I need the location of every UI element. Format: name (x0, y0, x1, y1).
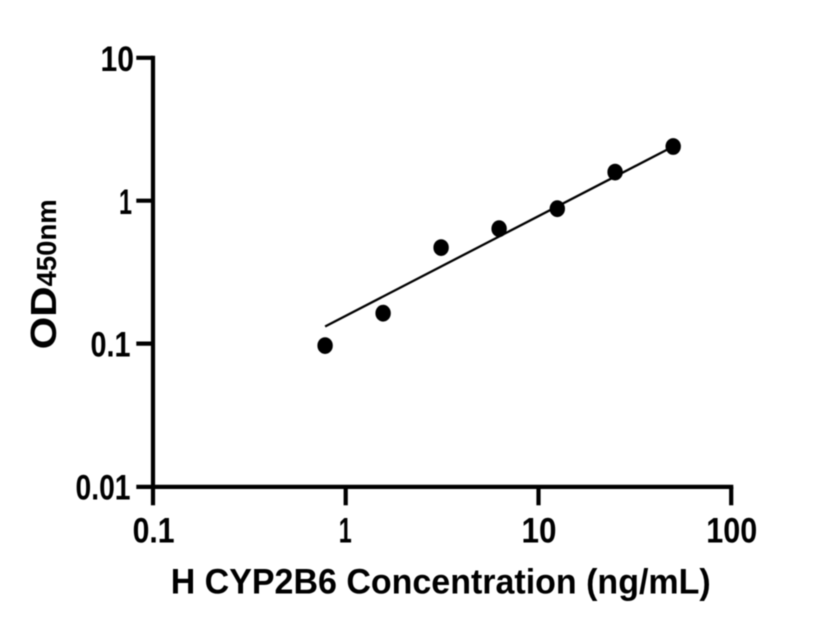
svg-text:450nm: 450nm (31, 199, 62, 286)
svg-text:1: 1 (119, 183, 132, 222)
svg-text:10: 10 (522, 512, 557, 551)
svg-text:100: 100 (706, 512, 757, 551)
svg-text:0.01: 0.01 (76, 469, 131, 508)
svg-text:0.1: 0.1 (133, 512, 175, 551)
svg-text:OD: OD (23, 286, 64, 349)
svg-text:H CYP2B6 Concentration (ng/mL): H CYP2B6 Concentration (ng/mL) (171, 563, 711, 602)
svg-text:1: 1 (339, 512, 352, 551)
svg-text:0.1: 0.1 (91, 326, 131, 365)
svg-text:10: 10 (101, 40, 135, 79)
